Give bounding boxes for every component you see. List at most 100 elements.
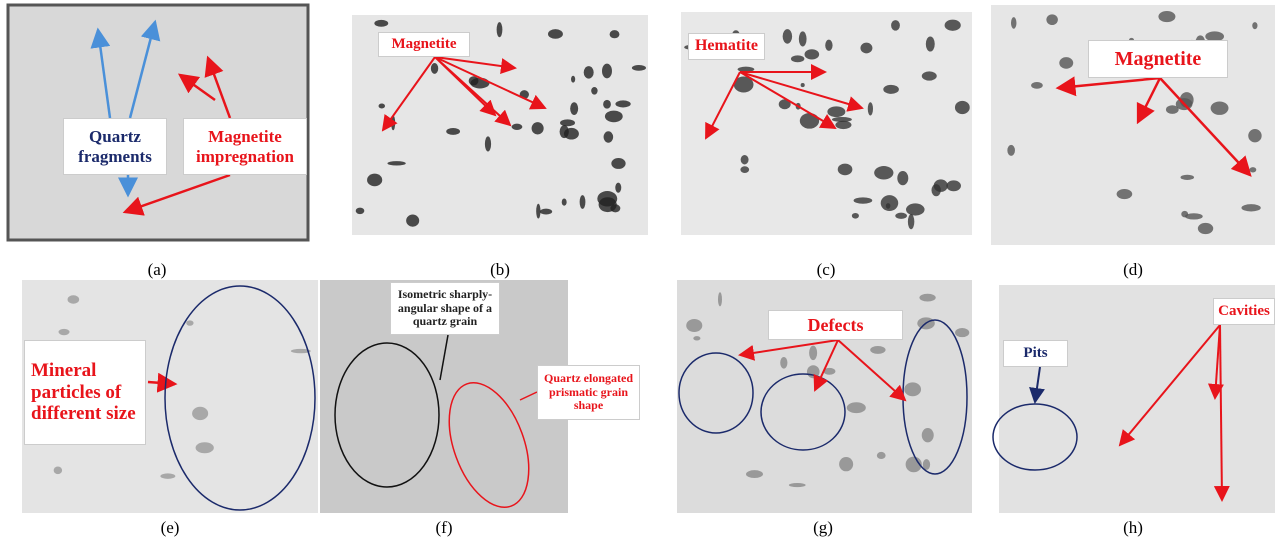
particle xyxy=(430,63,439,74)
particle xyxy=(944,19,961,31)
particle xyxy=(804,49,820,60)
particle xyxy=(809,345,818,361)
particle xyxy=(604,110,623,123)
particle xyxy=(1116,188,1133,200)
particle xyxy=(609,30,620,39)
particle xyxy=(374,19,389,27)
particle xyxy=(799,112,820,129)
particle xyxy=(904,382,922,397)
particle xyxy=(446,128,461,135)
particle xyxy=(571,75,576,83)
particle xyxy=(603,131,614,143)
particle xyxy=(1165,105,1179,114)
particle xyxy=(1007,144,1015,156)
particle xyxy=(579,195,586,209)
particle xyxy=(611,157,626,169)
particle xyxy=(484,136,492,152)
particle xyxy=(851,212,859,219)
particle xyxy=(905,456,922,473)
particle xyxy=(387,161,406,166)
particle xyxy=(1180,174,1195,180)
annotations xyxy=(90,19,1252,511)
label: Magnetite impregnation xyxy=(183,118,307,175)
particle xyxy=(561,198,567,206)
particle xyxy=(922,459,931,470)
label: Cavities xyxy=(1213,298,1275,325)
particle xyxy=(931,184,941,197)
particle xyxy=(891,20,900,31)
particle xyxy=(907,214,915,230)
particle xyxy=(539,208,553,215)
particle xyxy=(603,99,611,109)
particle xyxy=(631,65,646,71)
particle xyxy=(825,39,833,51)
particle xyxy=(597,190,618,207)
particle xyxy=(192,406,209,421)
particle xyxy=(895,212,907,219)
particle xyxy=(563,127,579,140)
particle xyxy=(860,42,873,54)
particle xyxy=(1248,129,1262,143)
particle xyxy=(846,402,866,414)
particle xyxy=(406,214,420,227)
particle xyxy=(355,207,365,215)
particle xyxy=(1046,14,1058,26)
label: Mineral particles of different size xyxy=(24,340,146,445)
particle xyxy=(737,66,755,72)
particle xyxy=(946,180,961,192)
particle xyxy=(800,83,805,88)
particle xyxy=(906,203,925,216)
particle xyxy=(615,182,622,193)
particle xyxy=(536,203,541,219)
caption: (a) xyxy=(147,260,167,279)
particle xyxy=(925,36,935,52)
particle xyxy=(837,163,853,176)
label: Magnetite xyxy=(378,32,470,57)
particle xyxy=(601,63,612,79)
particle xyxy=(583,66,594,79)
label: Pits xyxy=(1003,340,1068,367)
particle xyxy=(1185,213,1203,220)
particle xyxy=(782,29,793,44)
particle xyxy=(740,166,750,174)
caption: (f) xyxy=(435,518,453,537)
particle xyxy=(560,119,576,127)
particle xyxy=(823,367,836,375)
particle xyxy=(790,55,805,63)
label: Magnetite xyxy=(1088,40,1228,78)
particle xyxy=(788,483,806,488)
particle xyxy=(1197,222,1214,235)
particle xyxy=(378,103,385,109)
particle xyxy=(547,29,563,39)
particle xyxy=(1252,22,1258,30)
particle xyxy=(870,345,886,354)
particle xyxy=(778,99,791,110)
particle xyxy=(867,102,873,116)
particle xyxy=(717,292,723,307)
particle xyxy=(883,84,899,94)
particle xyxy=(58,328,70,336)
label: Quartz fragments xyxy=(63,118,167,175)
particle xyxy=(1249,167,1257,173)
caption: (d) xyxy=(1123,260,1143,279)
particle xyxy=(531,122,544,135)
particle xyxy=(1241,204,1261,212)
label: Isometric sharply-angular shape of a qua… xyxy=(390,282,500,335)
particle xyxy=(511,123,523,130)
particle xyxy=(835,120,852,130)
particle xyxy=(160,473,176,479)
particle xyxy=(195,442,214,454)
particle xyxy=(186,320,194,326)
particle xyxy=(67,295,80,304)
label: Defects xyxy=(768,310,903,340)
particle xyxy=(693,336,701,341)
particle xyxy=(1158,11,1176,23)
label: Hematite xyxy=(688,33,765,60)
particle xyxy=(496,22,503,38)
particle xyxy=(686,318,703,333)
particle xyxy=(798,31,807,47)
caption: (g) xyxy=(813,518,833,537)
particle xyxy=(919,293,936,302)
